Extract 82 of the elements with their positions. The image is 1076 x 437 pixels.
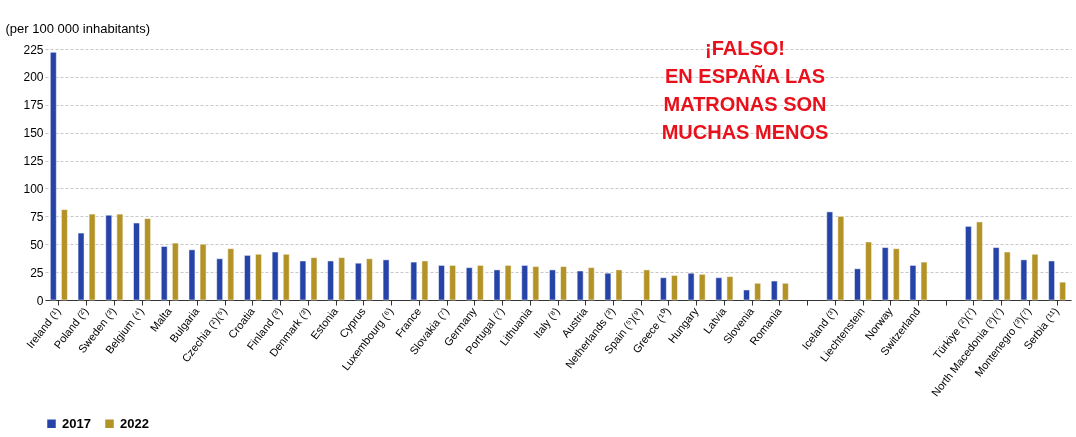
bar <box>643 269 650 301</box>
bar <box>283 254 290 301</box>
bar <box>493 269 501 301</box>
bar <box>438 265 445 301</box>
bar <box>449 265 456 301</box>
bar <box>338 257 345 301</box>
bar <box>687 272 695 301</box>
bar <box>77 232 85 301</box>
bar <box>410 261 418 301</box>
y-tick-label: 225 <box>23 42 44 57</box>
bar <box>604 272 612 301</box>
bar <box>965 226 972 301</box>
bar <box>172 242 179 301</box>
bar <box>837 216 845 301</box>
bar <box>854 268 861 301</box>
bar <box>715 277 723 301</box>
bar <box>504 265 512 301</box>
bar <box>105 214 113 301</box>
bar <box>532 266 540 301</box>
bar <box>188 249 196 301</box>
bar <box>382 259 390 301</box>
bar <box>160 246 168 301</box>
bar <box>909 265 917 301</box>
bar <box>310 257 318 301</box>
legend-label: 2022 <box>120 415 149 431</box>
y-tick-label: 125 <box>23 154 44 169</box>
y-axis-title: (per 100 000 inhabitants) <box>5 20 151 36</box>
bar <box>327 260 334 301</box>
bar <box>144 218 151 301</box>
bar <box>1059 281 1066 301</box>
y-tick-label: 175 <box>23 98 44 113</box>
y-tick-label: 150 <box>23 126 44 141</box>
bar <box>976 221 983 301</box>
bar <box>521 265 528 301</box>
bar <box>726 276 734 301</box>
bar <box>560 266 567 301</box>
bar <box>549 269 556 301</box>
bar <box>881 247 889 301</box>
bar <box>477 265 484 301</box>
y-tick-label: 100 <box>23 181 44 196</box>
y-tick-label: 75 <box>30 209 44 224</box>
bar <box>355 262 362 301</box>
bar <box>299 260 307 301</box>
bar <box>50 52 57 301</box>
bar <box>88 213 96 301</box>
y-tick-label: 0 <box>36 293 44 308</box>
y-tick-label: 25 <box>30 265 44 280</box>
bar <box>61 209 68 301</box>
bar <box>615 269 623 301</box>
bar <box>660 277 667 301</box>
bar <box>826 211 833 301</box>
bar <box>754 283 761 301</box>
bar <box>244 255 251 301</box>
bar <box>893 248 900 301</box>
bar <box>782 283 789 301</box>
bar <box>366 258 373 301</box>
bar <box>992 247 1000 301</box>
annotation: ¡FALSO! EN ESPAÑA LAS MATRONAS SON MUCHAS MENOS <box>661 37 829 143</box>
bar <box>1031 254 1039 301</box>
bar <box>216 258 223 301</box>
legend-label: 2017 <box>62 415 91 431</box>
bar <box>1020 259 1028 301</box>
y-tick-label: 50 <box>30 237 44 252</box>
bar <box>421 260 429 301</box>
bar <box>133 222 140 301</box>
bar <box>227 248 235 301</box>
bar <box>671 275 678 301</box>
bar <box>199 243 207 301</box>
bar <box>1048 260 1055 301</box>
bar <box>920 261 928 301</box>
bar <box>865 241 872 301</box>
bar <box>698 274 706 301</box>
bar <box>743 289 750 301</box>
bar <box>255 254 262 301</box>
bar <box>588 267 595 301</box>
bar <box>466 267 473 301</box>
y-tick-label: 200 <box>23 70 44 85</box>
bar <box>271 251 279 301</box>
bar <box>116 213 124 301</box>
bar <box>576 270 584 301</box>
bar <box>771 280 778 301</box>
bar <box>1003 251 1011 301</box>
